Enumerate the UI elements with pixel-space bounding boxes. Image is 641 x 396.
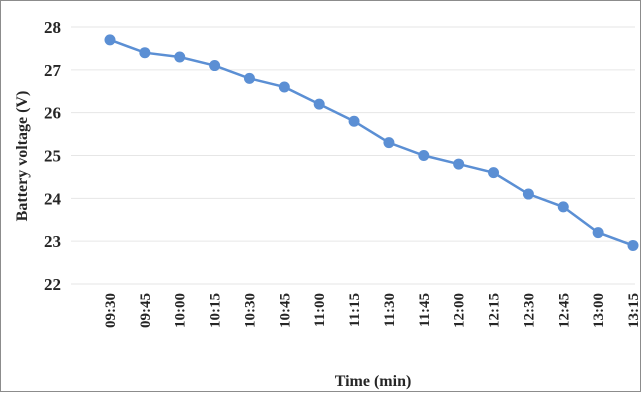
gridlines: [71, 26, 635, 285]
data-point: [557, 201, 569, 213]
x-tick-label: 13:00: [591, 293, 607, 328]
data-point: [243, 72, 255, 84]
x-tick-label: 10:00: [173, 293, 189, 328]
series-line: [109, 38, 634, 247]
y-axis-tick-labels: 22 23 24 25 26 27 28: [44, 18, 62, 294]
x-tick-label: 11:15: [347, 293, 363, 327]
data-point: [383, 137, 395, 149]
x-tick-label: 10:30: [242, 293, 258, 328]
data-point: [313, 98, 325, 110]
x-tick-label: 12:45: [556, 293, 572, 328]
data-point: [418, 150, 430, 161]
x-axis-tick-labels: 09:30 09:45 10:00 10:15 10:30 10:45 11:00 11:15…: [103, 293, 641, 328]
x-tick-label: 12:00: [452, 293, 468, 328]
x-tick-label: 12:15: [487, 293, 503, 328]
y-tick-label: 24: [44, 189, 62, 208]
data-point: [522, 188, 534, 200]
data-point-markers: [104, 34, 639, 251]
data-point: [592, 227, 604, 239]
y-tick-label: 22: [44, 275, 61, 294]
data-point: [488, 167, 500, 179]
x-tick-label: 11:30: [382, 293, 398, 327]
data-point: [104, 34, 116, 46]
data-point: [348, 115, 360, 127]
data-point: [174, 51, 186, 63]
data-point: [209, 60, 221, 72]
y-axis-title: Battery voltage (V): [14, 91, 31, 222]
y-tick-label: 28: [44, 18, 61, 37]
y-tick-label: 23: [44, 232, 61, 251]
x-tick-label: 13:15: [626, 293, 640, 328]
x-tick-label: 11:45: [417, 293, 433, 327]
data-point: [139, 47, 151, 59]
data-point: [278, 81, 290, 93]
x-tick-label: 10:45: [277, 293, 293, 328]
y-tick-label: 25: [44, 147, 61, 166]
x-tick-label: 09:45: [138, 293, 154, 328]
x-tick-label: 12:30: [521, 293, 537, 328]
x-tick-label: 10:15: [208, 293, 224, 328]
data-point: [627, 239, 639, 251]
y-tick-label: 27: [44, 61, 62, 80]
x-axis-title: Time (min): [335, 373, 412, 390]
x-tick-label: 11:00: [312, 293, 328, 327]
x-tick-label: 09:30: [103, 293, 119, 328]
data-point: [453, 158, 465, 170]
y-tick-label: 26: [44, 104, 61, 123]
